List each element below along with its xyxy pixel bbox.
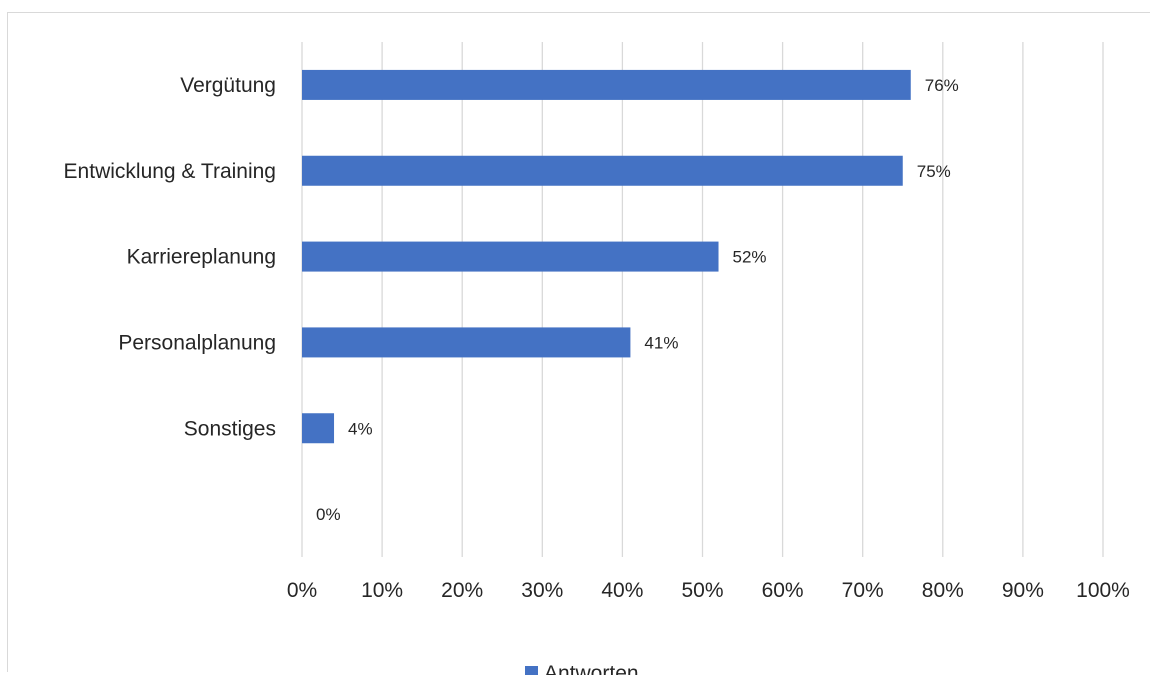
data-label: 4%: [348, 419, 373, 438]
x-tick-label: 90%: [1002, 579, 1044, 602]
x-tick-label: 40%: [601, 579, 643, 602]
chart-frame: [7, 12, 1150, 672]
x-tick-label: 70%: [842, 579, 884, 602]
category-label: Vergütung: [180, 74, 276, 97]
category-label: Sonstiges: [184, 417, 276, 440]
bar: [302, 69, 911, 100]
x-tick-label: 30%: [521, 579, 563, 602]
data-label: 75%: [917, 162, 951, 181]
bar: [302, 155, 903, 186]
category-label: Entwicklung & Training: [64, 160, 276, 183]
data-label: 52%: [733, 248, 767, 267]
x-tick-label: 80%: [922, 579, 964, 602]
bar: [302, 241, 719, 272]
x-tick-label: 0%: [287, 579, 317, 602]
x-tick-label: 100%: [1076, 579, 1130, 602]
bar: [302, 327, 631, 358]
category-label: Karriereplanung: [127, 246, 276, 269]
x-tick-label: 60%: [762, 579, 804, 602]
data-label: 0%: [316, 505, 341, 524]
data-label: 76%: [925, 76, 959, 95]
legend: Antworten: [525, 662, 639, 675]
category-labels: Vergütung Entwicklung & Training Karrierep…: [64, 74, 276, 440]
legend-entry: Antworten: [544, 662, 639, 675]
x-tick-label: 50%: [681, 579, 723, 602]
bars: [302, 69, 911, 444]
legend-swatch: [525, 666, 538, 675]
x-tick-label: 20%: [441, 579, 483, 602]
data-labels: 76% 75% 52% 41% 4% 0%: [316, 76, 959, 524]
bar: [302, 413, 335, 444]
data-label: 41%: [644, 333, 678, 352]
category-label: Personalplanung: [118, 331, 276, 354]
x-axis-tick-labels: 0% 10% 20% 30% 40% 50% 60% 70% 80% 90% 100%: [287, 579, 1130, 602]
gridlines: [301, 42, 1104, 557]
x-tick-label: 10%: [361, 579, 403, 602]
